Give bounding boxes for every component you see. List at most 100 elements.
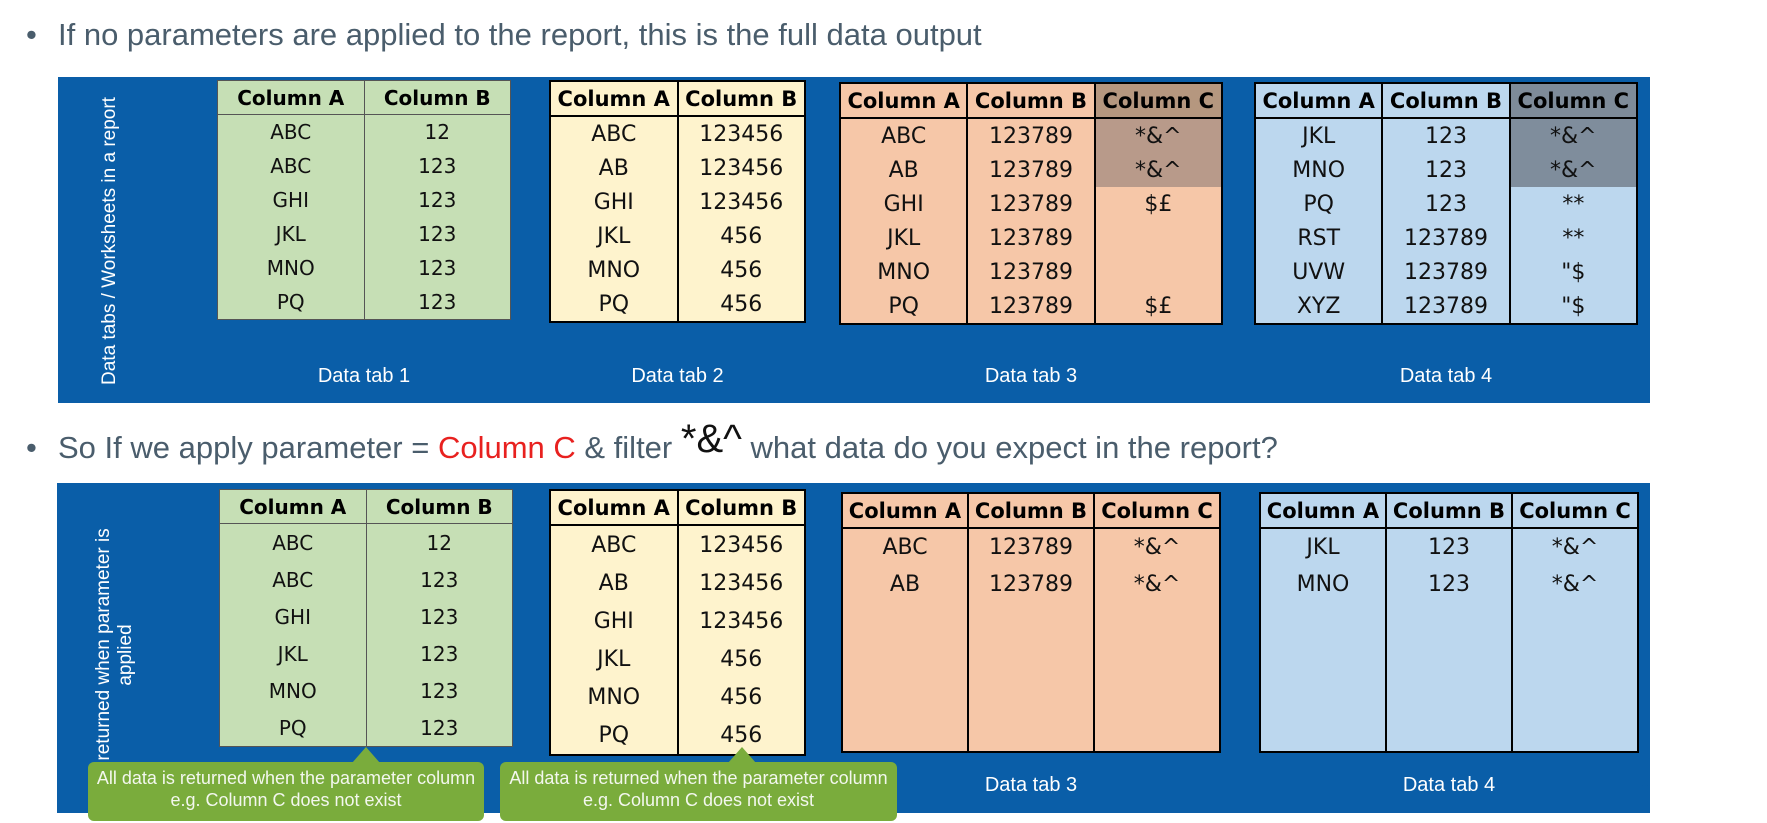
bullet-1: • If no parameters are applied to the rep… <box>26 17 982 53</box>
table-cell <box>1385 640 1513 677</box>
table-row: GHI 123456 <box>549 185 806 219</box>
column-header: Column B <box>1385 492 1513 529</box>
table-cell: 123789 <box>967 566 1095 603</box>
table-cell <box>841 677 969 714</box>
table-row: ABC 12 <box>219 523 513 561</box>
table-cell: ABC <box>549 525 679 564</box>
bullet-2-suffix: what data do you expect in the report? <box>741 430 1278 465</box>
table-cell: $£ <box>1093 289 1224 325</box>
table-row: GHI 123456 <box>549 602 806 640</box>
table-cell: 123 <box>365 709 513 747</box>
table-cell: JKL <box>219 635 367 672</box>
panel-1-tab-3-label: Data tab 3 <box>984 365 1078 387</box>
note-1: All data is returned when the parameter … <box>88 762 484 821</box>
table-cell: "$ <box>1508 255 1639 289</box>
table-row: JKL 123 *&^ <box>1253 118 1639 153</box>
table-cell <box>1511 714 1639 753</box>
table-cell <box>1259 677 1387 714</box>
header-row: Column A Column B Column C <box>838 82 1224 119</box>
table-cell <box>1385 714 1513 753</box>
table-cell: ABC <box>219 523 367 561</box>
table-cell <box>1093 640 1221 677</box>
header-row: Column A Column B <box>549 489 806 526</box>
table-row: GHI 123789 $£ <box>838 187 1224 221</box>
panel-1-tab-1-label: Data tab 1 <box>317 365 411 387</box>
table-cell: 123456 <box>676 185 806 219</box>
table-row: PQ 123789 $£ <box>838 289 1224 325</box>
table-cell: 123 <box>365 598 513 635</box>
table-cell: 456 <box>676 287 806 323</box>
table-row: XYZ 123789 "$ <box>1253 289 1639 325</box>
table-cell: ** <box>1508 187 1639 221</box>
table-row: PQ 123 <box>219 709 513 747</box>
panel-2-tab-2-table: Column A Column B ABC 123456 AB 123456 GHI 1234… <box>549 489 806 756</box>
table-cell: 123456 <box>676 151 806 185</box>
panel-1-tab-4-table: Column A Column B Column C JKL 123 *&^ MNO 123 *… <box>1253 82 1639 325</box>
table-cell: JKL <box>549 219 679 253</box>
table-cell <box>841 714 969 753</box>
panel-2-tab-1-table: Column A Column B ABC 12 ABC 123 GHI 123 JKL 123 M… <box>219 489 513 747</box>
bullet-2-prefix: So If we apply parameter = <box>58 430 438 465</box>
panel-1-tab-2-table: Column A Column B ABC 123456 AB 123456 GHI 1234… <box>549 80 806 323</box>
table-cell: AB <box>838 153 969 187</box>
table-cell: PQ <box>219 709 367 747</box>
table-cell: ABC <box>549 116 679 151</box>
table-cell <box>967 603 1095 640</box>
panel-2-tab-3-label: Data tab 3 <box>984 774 1078 796</box>
bullet-dot: • <box>26 430 37 465</box>
table-row: MNO 123789 <box>838 255 1224 289</box>
table-row: AB 123456 <box>549 151 806 185</box>
table-row: MNO 123 *&^ <box>1253 153 1639 187</box>
column-header: Column C <box>1093 82 1224 119</box>
table-cell: AB <box>549 564 679 602</box>
table-row: RST 123789 ** <box>1253 221 1639 255</box>
table-row <box>1259 640 1639 677</box>
table-cell: *&^ <box>1093 153 1224 187</box>
column-header: Column A <box>1253 82 1384 119</box>
column-header: Column C <box>1093 492 1221 529</box>
table-cell: 123789 <box>1381 289 1511 325</box>
panel-2-edge-char: n <box>1640 780 1649 797</box>
table-cell: 123789 <box>966 118 1096 153</box>
table-cell: 123789 <box>966 289 1096 325</box>
table-cell: XYZ <box>1253 289 1384 325</box>
table-cell: PQ <box>549 716 679 756</box>
table-cell <box>967 714 1095 753</box>
table-row <box>841 714 1221 753</box>
bullet-2: • So If we apply parameter = Column C & f… <box>26 417 1278 468</box>
table-row: ABC 123789 *&^ <box>841 528 1221 566</box>
table-row: GHI 123 <box>217 183 511 217</box>
column-header: Column B <box>967 492 1095 529</box>
table-cell: GHI <box>549 602 679 640</box>
table-cell: *&^ <box>1508 153 1639 187</box>
table-cell: GHI <box>217 183 365 217</box>
table-cell: 123 <box>1381 118 1511 153</box>
table-cell <box>1511 640 1639 677</box>
column-header: Column B <box>676 80 806 117</box>
table-cell: *&^ <box>1093 118 1224 153</box>
table-cell: *&^ <box>1511 566 1639 603</box>
table-cell: ABC <box>219 561 367 598</box>
table-cell: 123 <box>1381 153 1511 187</box>
table-cell: JKL <box>838 221 969 255</box>
panel-1-side-label: Data tabs / Worksheets in a report <box>99 97 120 385</box>
table-row <box>841 640 1221 677</box>
table-cell: *&^ <box>1093 528 1221 566</box>
panel-2-tab-3-table: Column A Column B Column C ABC 123789 *&^ AB 12… <box>841 492 1221 753</box>
table-row: AB 123789 *&^ <box>841 566 1221 603</box>
table-cell: 123789 <box>1381 255 1511 289</box>
column-header: Column A <box>838 82 969 119</box>
header-row: Column A Column B <box>219 489 513 524</box>
table-cell: PQ <box>1253 187 1384 221</box>
header-row: Column A Column B <box>549 80 806 117</box>
table-cell: 456 <box>676 678 806 716</box>
table-cell: 123789 <box>967 528 1095 566</box>
panel-1-tab-4-label: Data tab 4 <box>1399 365 1493 387</box>
table-cell: *&^ <box>1508 118 1639 153</box>
column-header: Column B <box>365 489 513 524</box>
table-cell <box>841 640 969 677</box>
table-cell: JKL <box>217 217 365 251</box>
column-header: Column A <box>217 80 365 115</box>
column-header: Column B <box>676 489 806 526</box>
table-row: MNO 456 <box>549 253 806 287</box>
